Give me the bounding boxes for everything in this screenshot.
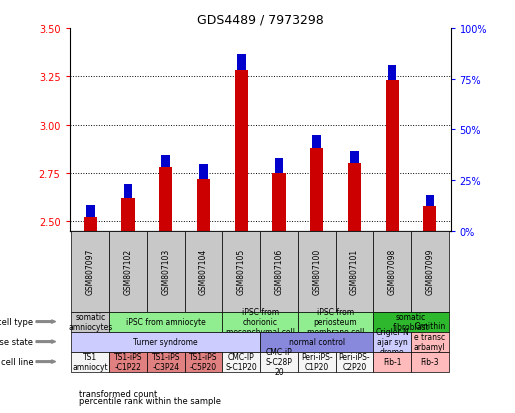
Text: Crigler-N
ajar syn
drome: Crigler-N ajar syn drome: [375, 327, 409, 356]
Bar: [109, 231, 147, 312]
Text: disease state: disease state: [0, 337, 33, 346]
Text: somatic
fibroblast: somatic fibroblast: [393, 312, 430, 332]
Bar: [184, 231, 222, 312]
Text: somatic
amniocytes: somatic amniocytes: [68, 312, 112, 332]
Bar: [310, 148, 323, 231]
Bar: [72, 332, 260, 352]
Text: GSM807102: GSM807102: [124, 249, 132, 294]
Bar: [72, 231, 109, 312]
Bar: [313, 136, 321, 148]
Bar: [373, 332, 411, 352]
Bar: [235, 71, 248, 231]
Bar: [199, 165, 208, 179]
Bar: [260, 352, 298, 372]
Bar: [260, 332, 373, 352]
Bar: [373, 312, 449, 332]
Text: GSM807103: GSM807103: [161, 249, 170, 294]
Bar: [86, 205, 95, 218]
Text: GSM807100: GSM807100: [312, 249, 321, 294]
Bar: [336, 352, 373, 372]
Text: transformed count: transformed count: [79, 389, 157, 398]
Bar: [348, 164, 361, 231]
Text: percentile rank within the sample: percentile rank within the sample: [79, 396, 221, 405]
Text: GSM807106: GSM807106: [274, 249, 283, 294]
Bar: [197, 179, 210, 231]
Bar: [272, 173, 285, 231]
Text: Fib-3: Fib-3: [421, 357, 439, 366]
Bar: [336, 231, 373, 312]
Bar: [83, 218, 97, 231]
Text: cell line: cell line: [1, 357, 33, 366]
Bar: [72, 352, 109, 372]
Text: iPSC from
chorionic
mesenchymal cell: iPSC from chorionic mesenchymal cell: [226, 307, 295, 337]
Text: cell type: cell type: [0, 317, 33, 326]
Text: GSM807098: GSM807098: [388, 249, 397, 294]
Bar: [222, 312, 298, 332]
Bar: [373, 231, 411, 312]
Bar: [425, 196, 434, 206]
Bar: [298, 312, 373, 332]
Bar: [274, 159, 283, 173]
Text: Turner syndrome: Turner syndrome: [133, 337, 198, 346]
Bar: [147, 231, 184, 312]
Text: GSM807101: GSM807101: [350, 249, 359, 294]
Text: iPSC from
periosteum
membrane cell: iPSC from periosteum membrane cell: [307, 307, 364, 337]
Bar: [222, 231, 260, 312]
Bar: [72, 312, 109, 332]
Bar: [124, 184, 132, 199]
Text: CMC-IP
S-C1P20: CMC-IP S-C1P20: [226, 352, 257, 371]
Text: iPSC from amniocyte: iPSC from amniocyte: [126, 317, 205, 326]
Bar: [411, 332, 449, 352]
Text: Peri-iPS-
C1P20: Peri-iPS- C1P20: [301, 352, 333, 371]
Bar: [298, 352, 336, 372]
Title: GDS4489 / 7973298: GDS4489 / 7973298: [197, 13, 323, 26]
Bar: [122, 199, 134, 231]
Bar: [161, 155, 170, 168]
Bar: [109, 312, 222, 332]
Bar: [260, 231, 298, 312]
Bar: [423, 206, 437, 231]
Text: CMC-iP
S-C28P
20: CMC-iP S-C28P 20: [266, 347, 293, 377]
Bar: [411, 231, 449, 312]
Bar: [222, 352, 260, 372]
Text: GSM807097: GSM807097: [86, 248, 95, 295]
Text: TS1-iPS
-C3P24: TS1-iPS -C3P24: [151, 352, 180, 371]
Text: TS1-iPS
-C5P20: TS1-iPS -C5P20: [189, 352, 218, 371]
Text: Fib-1: Fib-1: [383, 357, 401, 366]
Bar: [109, 352, 147, 372]
Bar: [388, 66, 397, 81]
Text: normal control: normal control: [288, 337, 345, 346]
Bar: [350, 151, 359, 164]
Text: GSM807099: GSM807099: [425, 248, 434, 295]
Bar: [147, 352, 184, 372]
Bar: [386, 81, 399, 231]
Bar: [237, 55, 246, 71]
Bar: [298, 231, 336, 312]
Bar: [411, 352, 449, 372]
Text: GSM807104: GSM807104: [199, 249, 208, 294]
Text: GSM807105: GSM807105: [237, 249, 246, 294]
Text: Peri-iPS-
C2P20: Peri-iPS- C2P20: [338, 352, 370, 371]
Text: TS1-iPS
-C1P22: TS1-iPS -C1P22: [114, 352, 142, 371]
Bar: [373, 352, 411, 372]
Bar: [184, 352, 222, 372]
Bar: [159, 168, 173, 231]
Text: Ornithin
e transc
arbamyl
ase defic: Ornithin e transc arbamyl ase defic: [413, 322, 447, 362]
Text: TS1
amniocyt: TS1 amniocyt: [73, 352, 108, 371]
